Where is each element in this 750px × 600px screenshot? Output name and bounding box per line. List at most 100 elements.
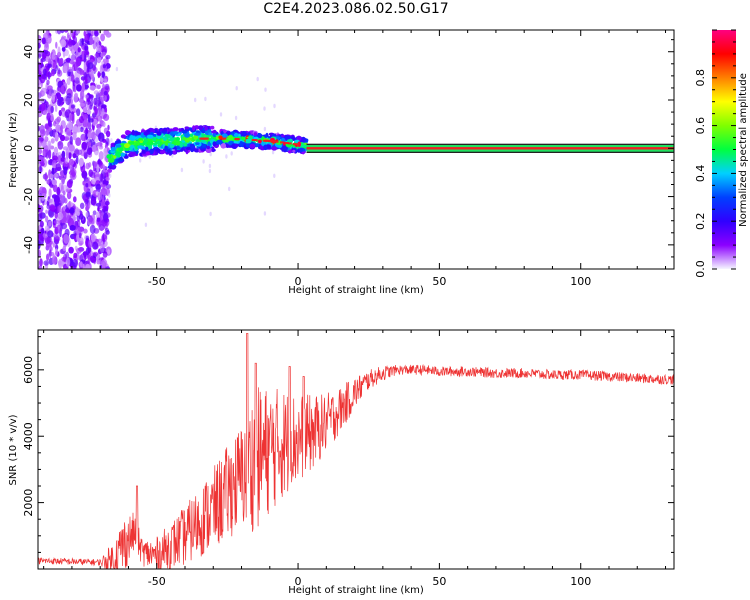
noise-blob bbox=[55, 41, 58, 49]
noise-blob bbox=[84, 122, 91, 128]
noise-blob bbox=[77, 47, 81, 53]
noise-blob bbox=[96, 115, 103, 122]
noise-blob bbox=[71, 74, 75, 83]
noise-blob bbox=[45, 30, 49, 38]
trace-blob bbox=[192, 125, 196, 131]
noise-blob bbox=[72, 259, 78, 268]
noise-blob bbox=[62, 65, 68, 74]
noise-blob bbox=[84, 94, 89, 99]
trace-blob bbox=[257, 139, 263, 144]
noise-blob bbox=[58, 109, 62, 117]
noise-blob bbox=[63, 233, 70, 244]
trace-peak bbox=[204, 137, 209, 140]
noise-blob bbox=[85, 235, 90, 241]
chart-title: C2E4.2023.086.02.50.G17 bbox=[263, 1, 449, 17]
snr-ticks: -50 0 50 100 2000 4000 6000 bbox=[22, 330, 674, 588]
noise-blob bbox=[66, 191, 72, 200]
noise-blob bbox=[87, 141, 92, 147]
x-tick-label: 0 bbox=[295, 275, 302, 288]
halo-dot bbox=[264, 87, 267, 92]
noise-blob bbox=[107, 124, 110, 131]
noise-blob bbox=[51, 194, 58, 199]
x-tick-label: 50 bbox=[432, 275, 446, 288]
noise-blob bbox=[47, 140, 52, 150]
noise-blob bbox=[69, 135, 73, 145]
snr-x-label: Height of straight line (km) bbox=[288, 585, 424, 596]
halo-dot bbox=[263, 106, 266, 111]
noise-blob bbox=[38, 70, 42, 75]
y-tick-label: 6000 bbox=[22, 356, 35, 384]
noise-blob bbox=[107, 249, 111, 255]
noise-blob bbox=[42, 68, 47, 76]
noise-blob bbox=[66, 93, 72, 99]
noise-blob bbox=[99, 138, 103, 148]
noise-blob bbox=[46, 79, 50, 86]
noise-blob bbox=[38, 148, 42, 155]
trace-blob bbox=[210, 135, 214, 141]
noise-blob bbox=[97, 71, 101, 79]
noise-blob bbox=[44, 41, 49, 52]
noise-blob bbox=[93, 90, 99, 95]
trace-blob bbox=[179, 142, 183, 148]
noise-blob bbox=[46, 35, 52, 44]
noise-blob bbox=[85, 77, 88, 85]
spectrogram-y-label: Frequency (Hz) bbox=[8, 112, 19, 188]
noise-blob bbox=[98, 151, 104, 160]
noise-blob bbox=[45, 209, 48, 214]
noise-blob bbox=[46, 179, 50, 185]
noise-blob bbox=[38, 156, 44, 161]
noise-blob bbox=[103, 113, 110, 121]
noise-blob bbox=[61, 184, 64, 194]
trace-blob bbox=[220, 143, 227, 149]
noise-blob bbox=[39, 129, 46, 137]
noise-blob bbox=[103, 217, 110, 223]
noise-blob bbox=[95, 145, 99, 151]
noise-blob bbox=[39, 165, 42, 175]
noise-blob bbox=[76, 84, 82, 92]
noise-blob bbox=[62, 146, 69, 151]
halo-dot bbox=[148, 154, 152, 159]
trace-blob bbox=[234, 132, 239, 138]
noise-blob bbox=[48, 188, 52, 198]
trace-blob bbox=[281, 145, 287, 151]
noise-blob bbox=[69, 207, 75, 214]
noise-blob bbox=[79, 126, 84, 133]
noise-blob bbox=[89, 224, 96, 234]
noise-blob bbox=[78, 157, 84, 167]
trace-blob bbox=[155, 148, 161, 152]
noise-blob bbox=[58, 132, 63, 138]
noise-blob bbox=[101, 259, 108, 268]
trace-peak bbox=[280, 141, 285, 144]
trace-blob bbox=[156, 140, 161, 145]
trace-blob bbox=[169, 143, 175, 148]
noise-blob bbox=[61, 109, 66, 118]
snr-frame bbox=[37, 329, 675, 570]
noise-blob bbox=[39, 220, 44, 228]
trace-blob bbox=[164, 145, 168, 152]
noise-blob bbox=[104, 95, 107, 101]
noise-blob bbox=[105, 176, 110, 181]
trace-blob bbox=[201, 143, 207, 148]
y-tick-label: -20 bbox=[22, 188, 35, 206]
trace-blob bbox=[106, 154, 112, 159]
trace-blob bbox=[129, 151, 137, 156]
trace-blob bbox=[221, 133, 228, 138]
trace-blob bbox=[147, 134, 154, 139]
halo-dot bbox=[110, 138, 113, 143]
noise-blob bbox=[66, 66, 74, 72]
trace-blob bbox=[241, 131, 248, 136]
noise-blob bbox=[72, 126, 79, 134]
trace-blob bbox=[178, 128, 182, 133]
noise-blob bbox=[68, 144, 75, 152]
trace-blob bbox=[141, 149, 146, 154]
noise-blob bbox=[55, 124, 61, 132]
noise-blob bbox=[84, 100, 88, 109]
spectrogram-ticks: -50 0 50 100 -40 -20 0 20 40 bbox=[22, 30, 674, 288]
halo-dot bbox=[115, 66, 119, 72]
noise-blob bbox=[92, 251, 99, 257]
noise-blob bbox=[46, 253, 50, 261]
trace-peak bbox=[272, 140, 277, 143]
halo-dot bbox=[208, 163, 212, 169]
x-tick-label: 100 bbox=[570, 275, 591, 288]
trace-peak bbox=[274, 140, 279, 143]
